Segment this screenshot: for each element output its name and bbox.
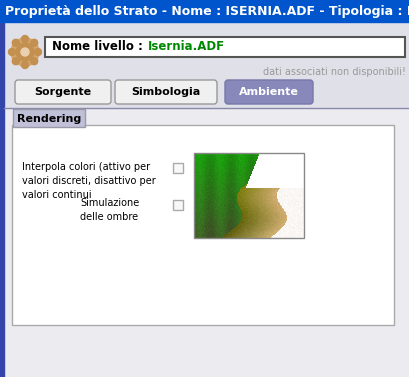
Bar (173, 200, 182, 210)
Text: Isernia.ADF: Isernia.ADF (148, 40, 225, 54)
FancyBboxPatch shape (115, 80, 216, 104)
Circle shape (12, 39, 19, 46)
Text: Rendering: Rendering (17, 114, 81, 124)
Circle shape (21, 35, 29, 43)
FancyBboxPatch shape (225, 80, 312, 104)
Circle shape (34, 49, 41, 55)
Bar (45, 37, 404, 57)
Circle shape (16, 43, 34, 61)
Text: Ambiente: Ambiente (238, 87, 298, 97)
Circle shape (9, 49, 16, 55)
Circle shape (31, 39, 38, 46)
Bar (12, 125, 393, 325)
Text: dati associati non disponibili!: dati associati non disponibili! (263, 67, 405, 77)
Text: Simbologia: Simbologia (131, 87, 200, 97)
Circle shape (21, 48, 29, 56)
Text: Proprietà dello Strato - Nome : ISERNIA.ADF - Tipologia : Raster E: Proprietà dello Strato - Nome : ISERNIA.… (5, 5, 409, 17)
Circle shape (12, 58, 19, 65)
Text: Interpola colori (attivo per
valori discreti, disattivo per
valori continui: Interpola colori (attivo per valori disc… (22, 162, 155, 200)
Text: Sorgente: Sorgente (34, 87, 91, 97)
Bar (0, 22, 4, 377)
Text: Nome livello :: Nome livello : (52, 40, 151, 54)
Circle shape (21, 61, 29, 69)
FancyBboxPatch shape (13, 109, 85, 127)
Bar (4, 108, 409, 377)
Circle shape (31, 58, 38, 65)
Text: Simulazione
delle ombre: Simulazione delle ombre (80, 198, 139, 222)
Bar (173, 163, 182, 173)
Bar (0, 0, 409, 22)
FancyBboxPatch shape (15, 80, 111, 104)
Circle shape (11, 38, 39, 66)
Bar (193, 153, 303, 238)
